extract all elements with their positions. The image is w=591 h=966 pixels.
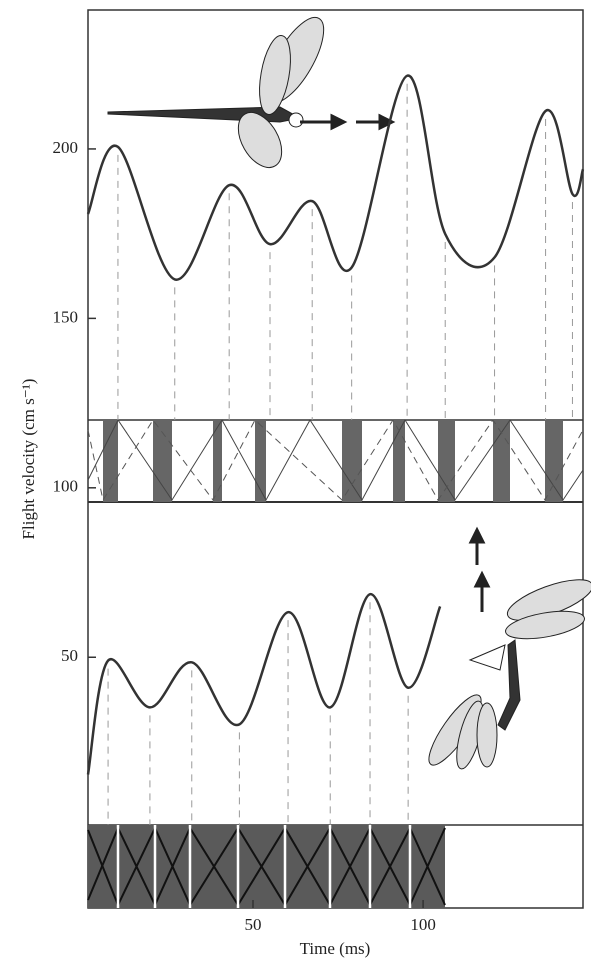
velocity-line xyxy=(86,74,585,281)
y-tick-label: 50 xyxy=(61,646,78,665)
y-tick-label: 100 xyxy=(53,477,79,496)
velocity-line xyxy=(86,592,442,775)
y-tick-label: 200 xyxy=(53,138,79,157)
x-axis-label: Time (ms) xyxy=(300,939,371,958)
y-tick-label: 150 xyxy=(53,307,79,326)
y-axis-label: Flight velocity (cm s⁻¹) xyxy=(19,379,38,540)
x-tick-label: 50 xyxy=(245,915,262,934)
stroke-diagram xyxy=(87,419,584,502)
stroke-diagram xyxy=(87,824,583,908)
direction-arrow xyxy=(300,113,491,612)
dragonfly-illustration xyxy=(107,16,325,168)
dragonfly-illustration xyxy=(428,579,591,770)
x-tick-label: 100 xyxy=(410,915,436,934)
